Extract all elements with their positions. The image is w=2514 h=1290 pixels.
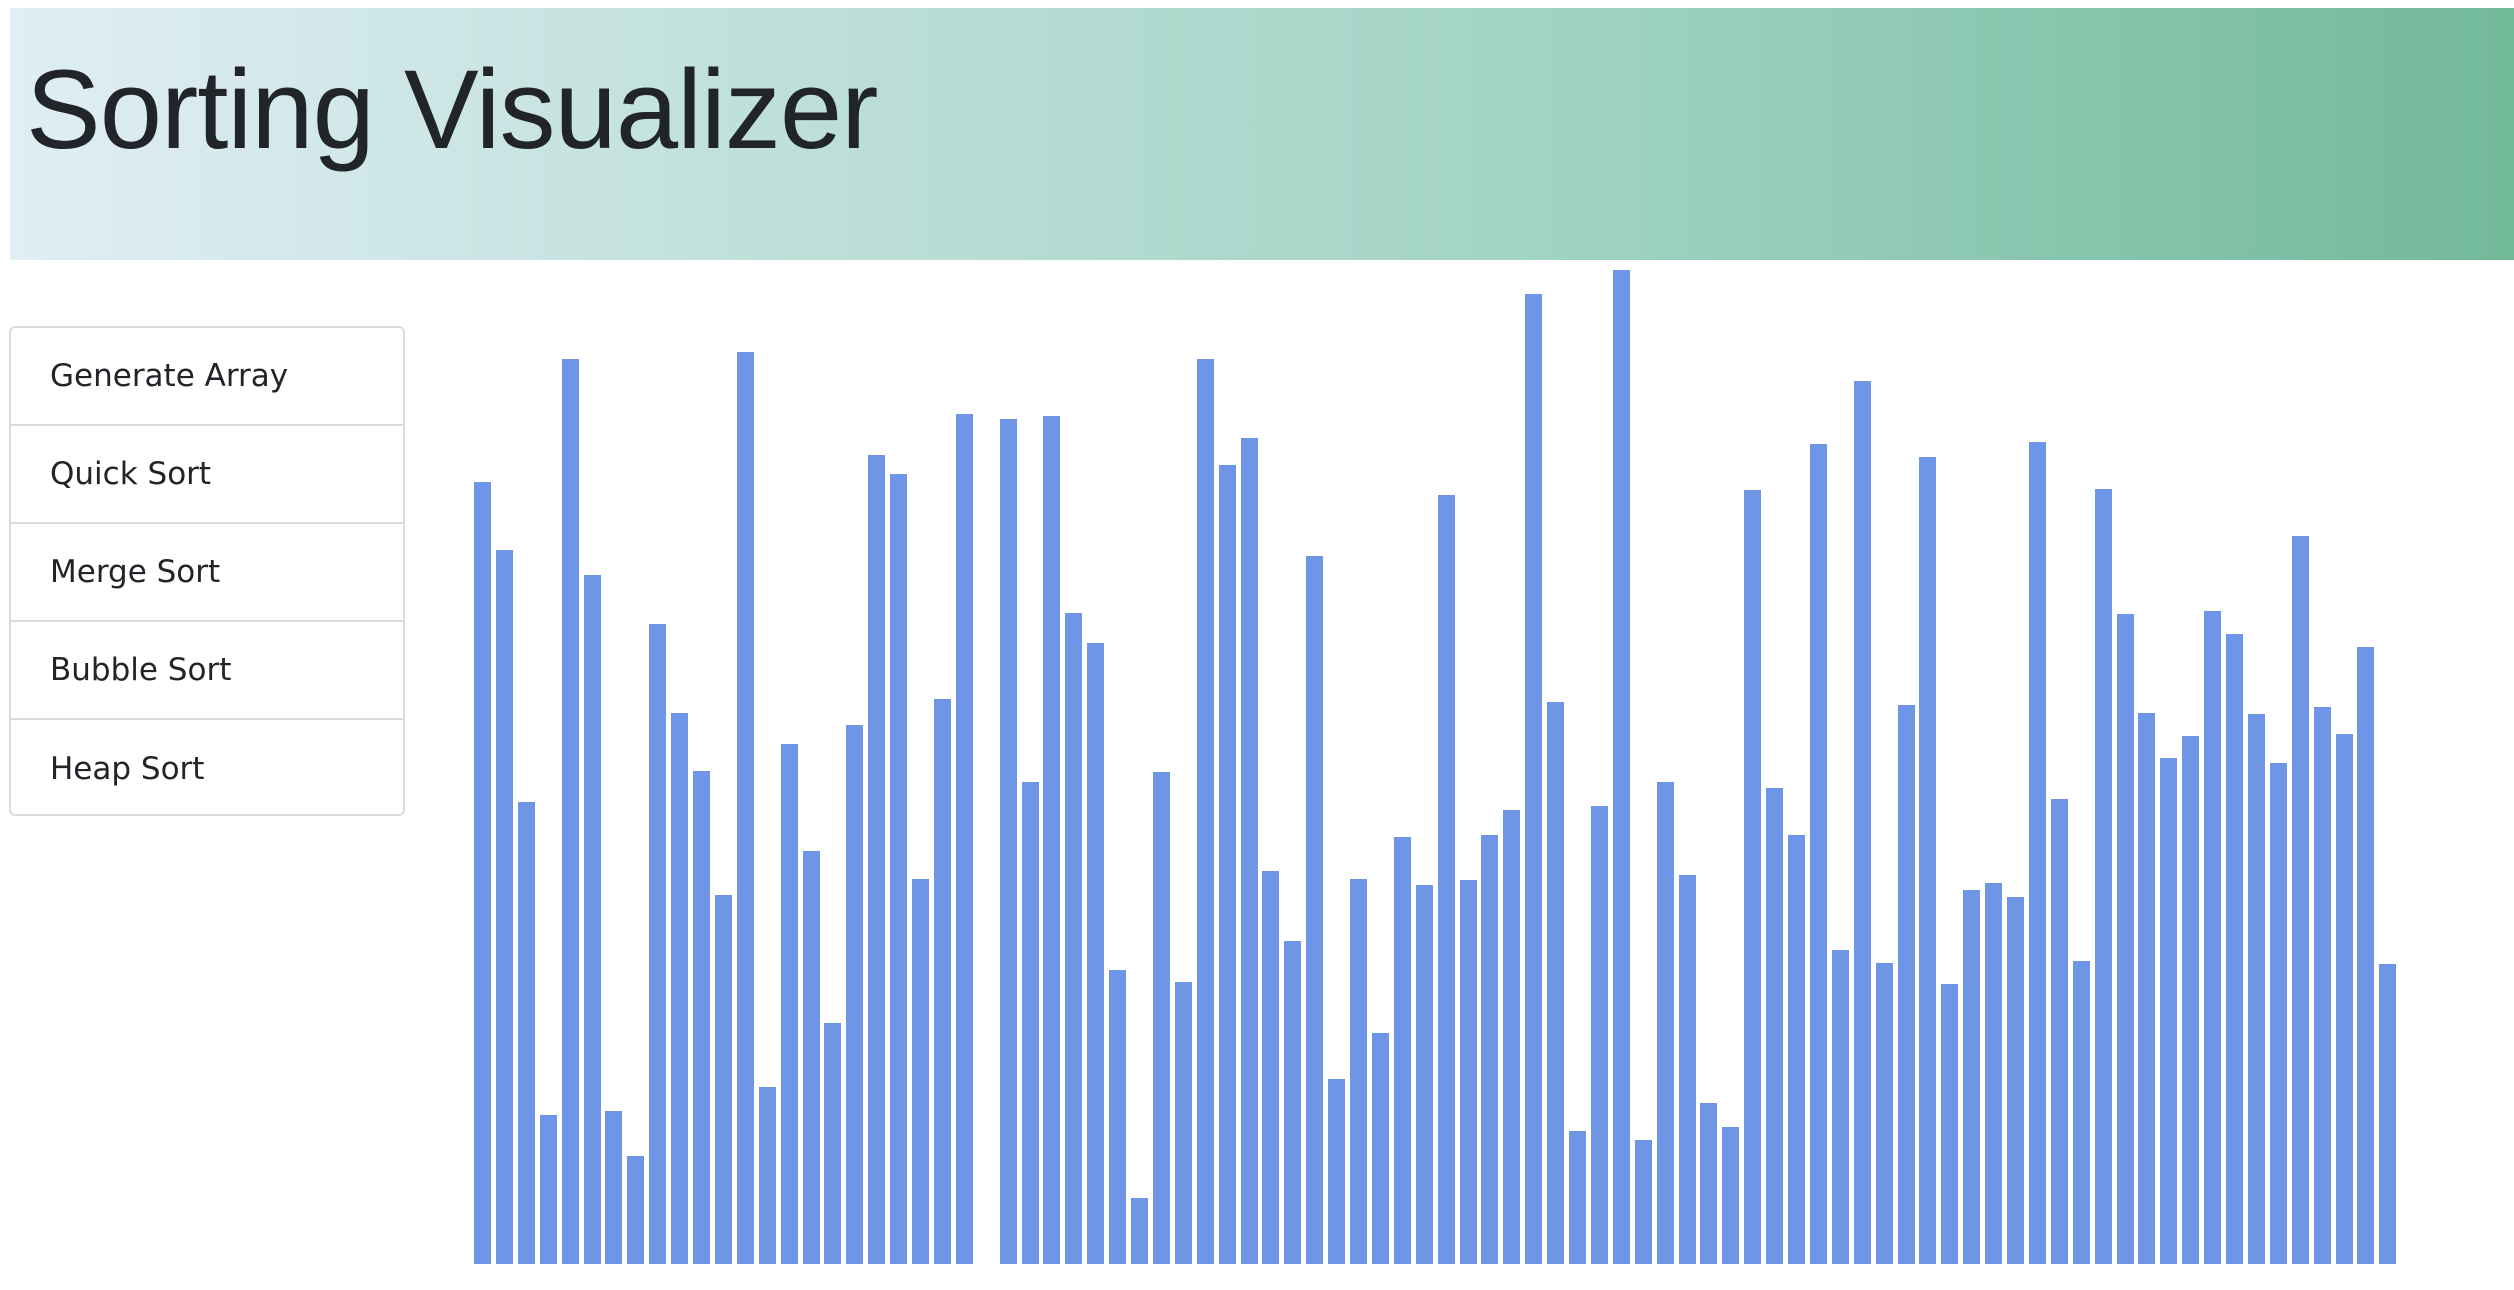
array-bar [2313,707,2331,1264]
array-bar [846,725,864,1264]
array-bar [561,359,579,1264]
merge-sort-button[interactable]: Merge Sort [11,524,403,622]
quick-sort-button[interactable]: Quick Sort [11,426,403,524]
array-bar [933,699,951,1264]
array-bar [2028,441,2046,1264]
array-bar [1525,293,1543,1264]
array-bar [1065,612,1083,1264]
array-bar [1919,456,1937,1264]
array-bar [2204,610,2222,1264]
array-bar [1897,705,1915,1264]
header-banner: Sorting Visualizer [10,8,2514,260]
array-bar [474,481,491,1264]
array-bar [1087,642,1105,1264]
array-bar [1656,781,1674,1264]
array-bar [1459,880,1477,1264]
array-bar [2357,646,2375,1264]
array-bar [1284,940,1302,1264]
array-bar [1371,1033,1389,1264]
array-bar [1021,781,1039,1264]
array-bar [2269,763,2287,1264]
array-bars-container [474,270,2474,1264]
array-bar [2050,798,2068,1264]
array-bar [1393,836,1411,1264]
array-bar [802,850,820,1264]
array-bar [1700,1102,1718,1264]
array-bar [2291,536,2309,1264]
array-bar [1109,969,1127,1264]
array-bar [1043,416,1061,1264]
array-bar [824,1023,842,1264]
array-bar [1131,1198,1148,1264]
array-bar [517,801,535,1264]
array-bar [495,550,513,1264]
array-bar [2116,613,2134,1264]
array-bar [1503,809,1521,1264]
array-bar [1941,983,1959,1264]
array-bar [2335,734,2353,1264]
array-bar [714,895,732,1264]
array-bar [1415,885,1433,1264]
array-bar [1678,875,1696,1264]
array-bar [627,1155,645,1264]
array-bar [1569,1130,1586,1264]
page-title: Sorting Visualizer [26,47,878,172]
array-bar [1306,556,1324,1264]
array-bar [605,1110,623,1264]
array-bar [912,879,929,1264]
array-bar [1350,879,1367,1264]
array-bar [999,419,1017,1264]
array-bar [1196,359,1214,1264]
array-bar [1853,381,1871,1264]
array-bar [2007,897,2024,1264]
array-bar [2226,633,2243,1264]
array-bar [758,1087,776,1264]
array-bar [1218,464,1236,1264]
heap-sort-button[interactable]: Heap Sort [50,751,205,787]
array-bar [1831,949,1849,1264]
array-bar [1809,443,1827,1264]
array-bar [2247,714,2265,1264]
array-bar [1547,702,1565,1264]
array-bar [539,1114,557,1264]
array-bar [693,770,710,1264]
array-bar [2138,713,2156,1264]
algorithm-menu: Generate Array Quick Sort Merge Sort Bub… [9,326,405,816]
array-bar [1481,834,1499,1264]
array-bar [1985,883,2003,1264]
array-bar [1788,834,1805,1264]
array-bar [955,414,973,1264]
array-bar [583,575,601,1264]
array-bar [2182,736,2200,1264]
array-bar [1328,1079,1346,1264]
array-bar [1240,438,1258,1264]
array-bar [1744,489,1762,1264]
array-bar [1612,270,1630,1264]
array-bar [2094,488,2112,1264]
array-bar [736,351,754,1264]
array-bar [2072,960,2090,1264]
array-bar [1634,1139,1652,1264]
array-bar [1437,494,1455,1264]
array-bar [2160,758,2178,1264]
array-bar [890,473,908,1264]
array-bar [868,454,886,1264]
array-bar [1766,787,1784,1264]
array-bar [780,744,798,1264]
array-bar [1262,871,1280,1264]
array-bar [1152,771,1170,1264]
array-bar [649,623,667,1264]
array-bar [1590,805,1608,1264]
array-bar [2379,963,2397,1264]
generate-array-button[interactable]: Generate Array [11,328,403,426]
array-bar [1722,1126,1740,1264]
bubble-sort-button[interactable]: Bubble Sort [11,622,403,720]
array-bar [1875,962,1893,1264]
array-bar [671,713,689,1264]
array-bar [1963,890,1981,1264]
array-bar [1174,981,1192,1264]
